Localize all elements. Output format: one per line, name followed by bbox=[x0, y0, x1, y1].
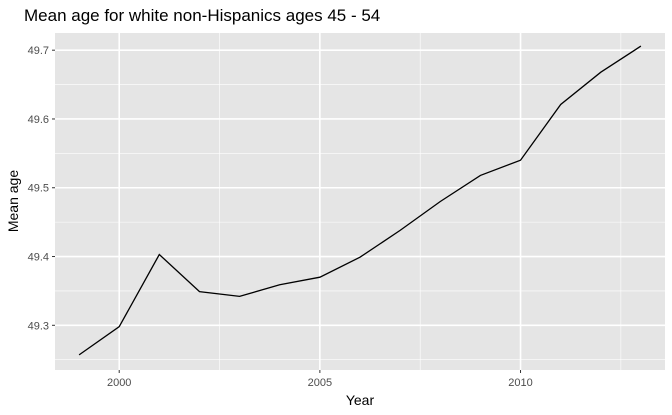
x-tick-label: 2010 bbox=[508, 377, 532, 389]
y-axis-title: Mean age bbox=[5, 170, 21, 232]
chart-title: Mean age for white non-Hispanics ages 45… bbox=[24, 6, 380, 25]
x-axis: 2000 2005 2010 bbox=[107, 370, 533, 389]
x-tick-label: 2005 bbox=[308, 377, 332, 389]
y-tick-label: 49.4 bbox=[28, 252, 49, 264]
y-tick-label: 49.6 bbox=[28, 114, 49, 126]
minor-gridlines bbox=[55, 33, 665, 370]
plot-panel bbox=[55, 33, 665, 370]
x-axis-title: Year bbox=[346, 392, 375, 408]
x-tick-label: 2000 bbox=[107, 377, 131, 389]
y-tick-label: 49.3 bbox=[28, 320, 49, 332]
y-axis: 49.3 49.4 49.5 49.6 49.7 bbox=[28, 45, 55, 332]
series-line bbox=[78, 45, 642, 356]
y-tick-label: 49.5 bbox=[28, 183, 49, 195]
y-tick-label: 49.7 bbox=[28, 45, 49, 57]
series-layer bbox=[78, 45, 642, 356]
